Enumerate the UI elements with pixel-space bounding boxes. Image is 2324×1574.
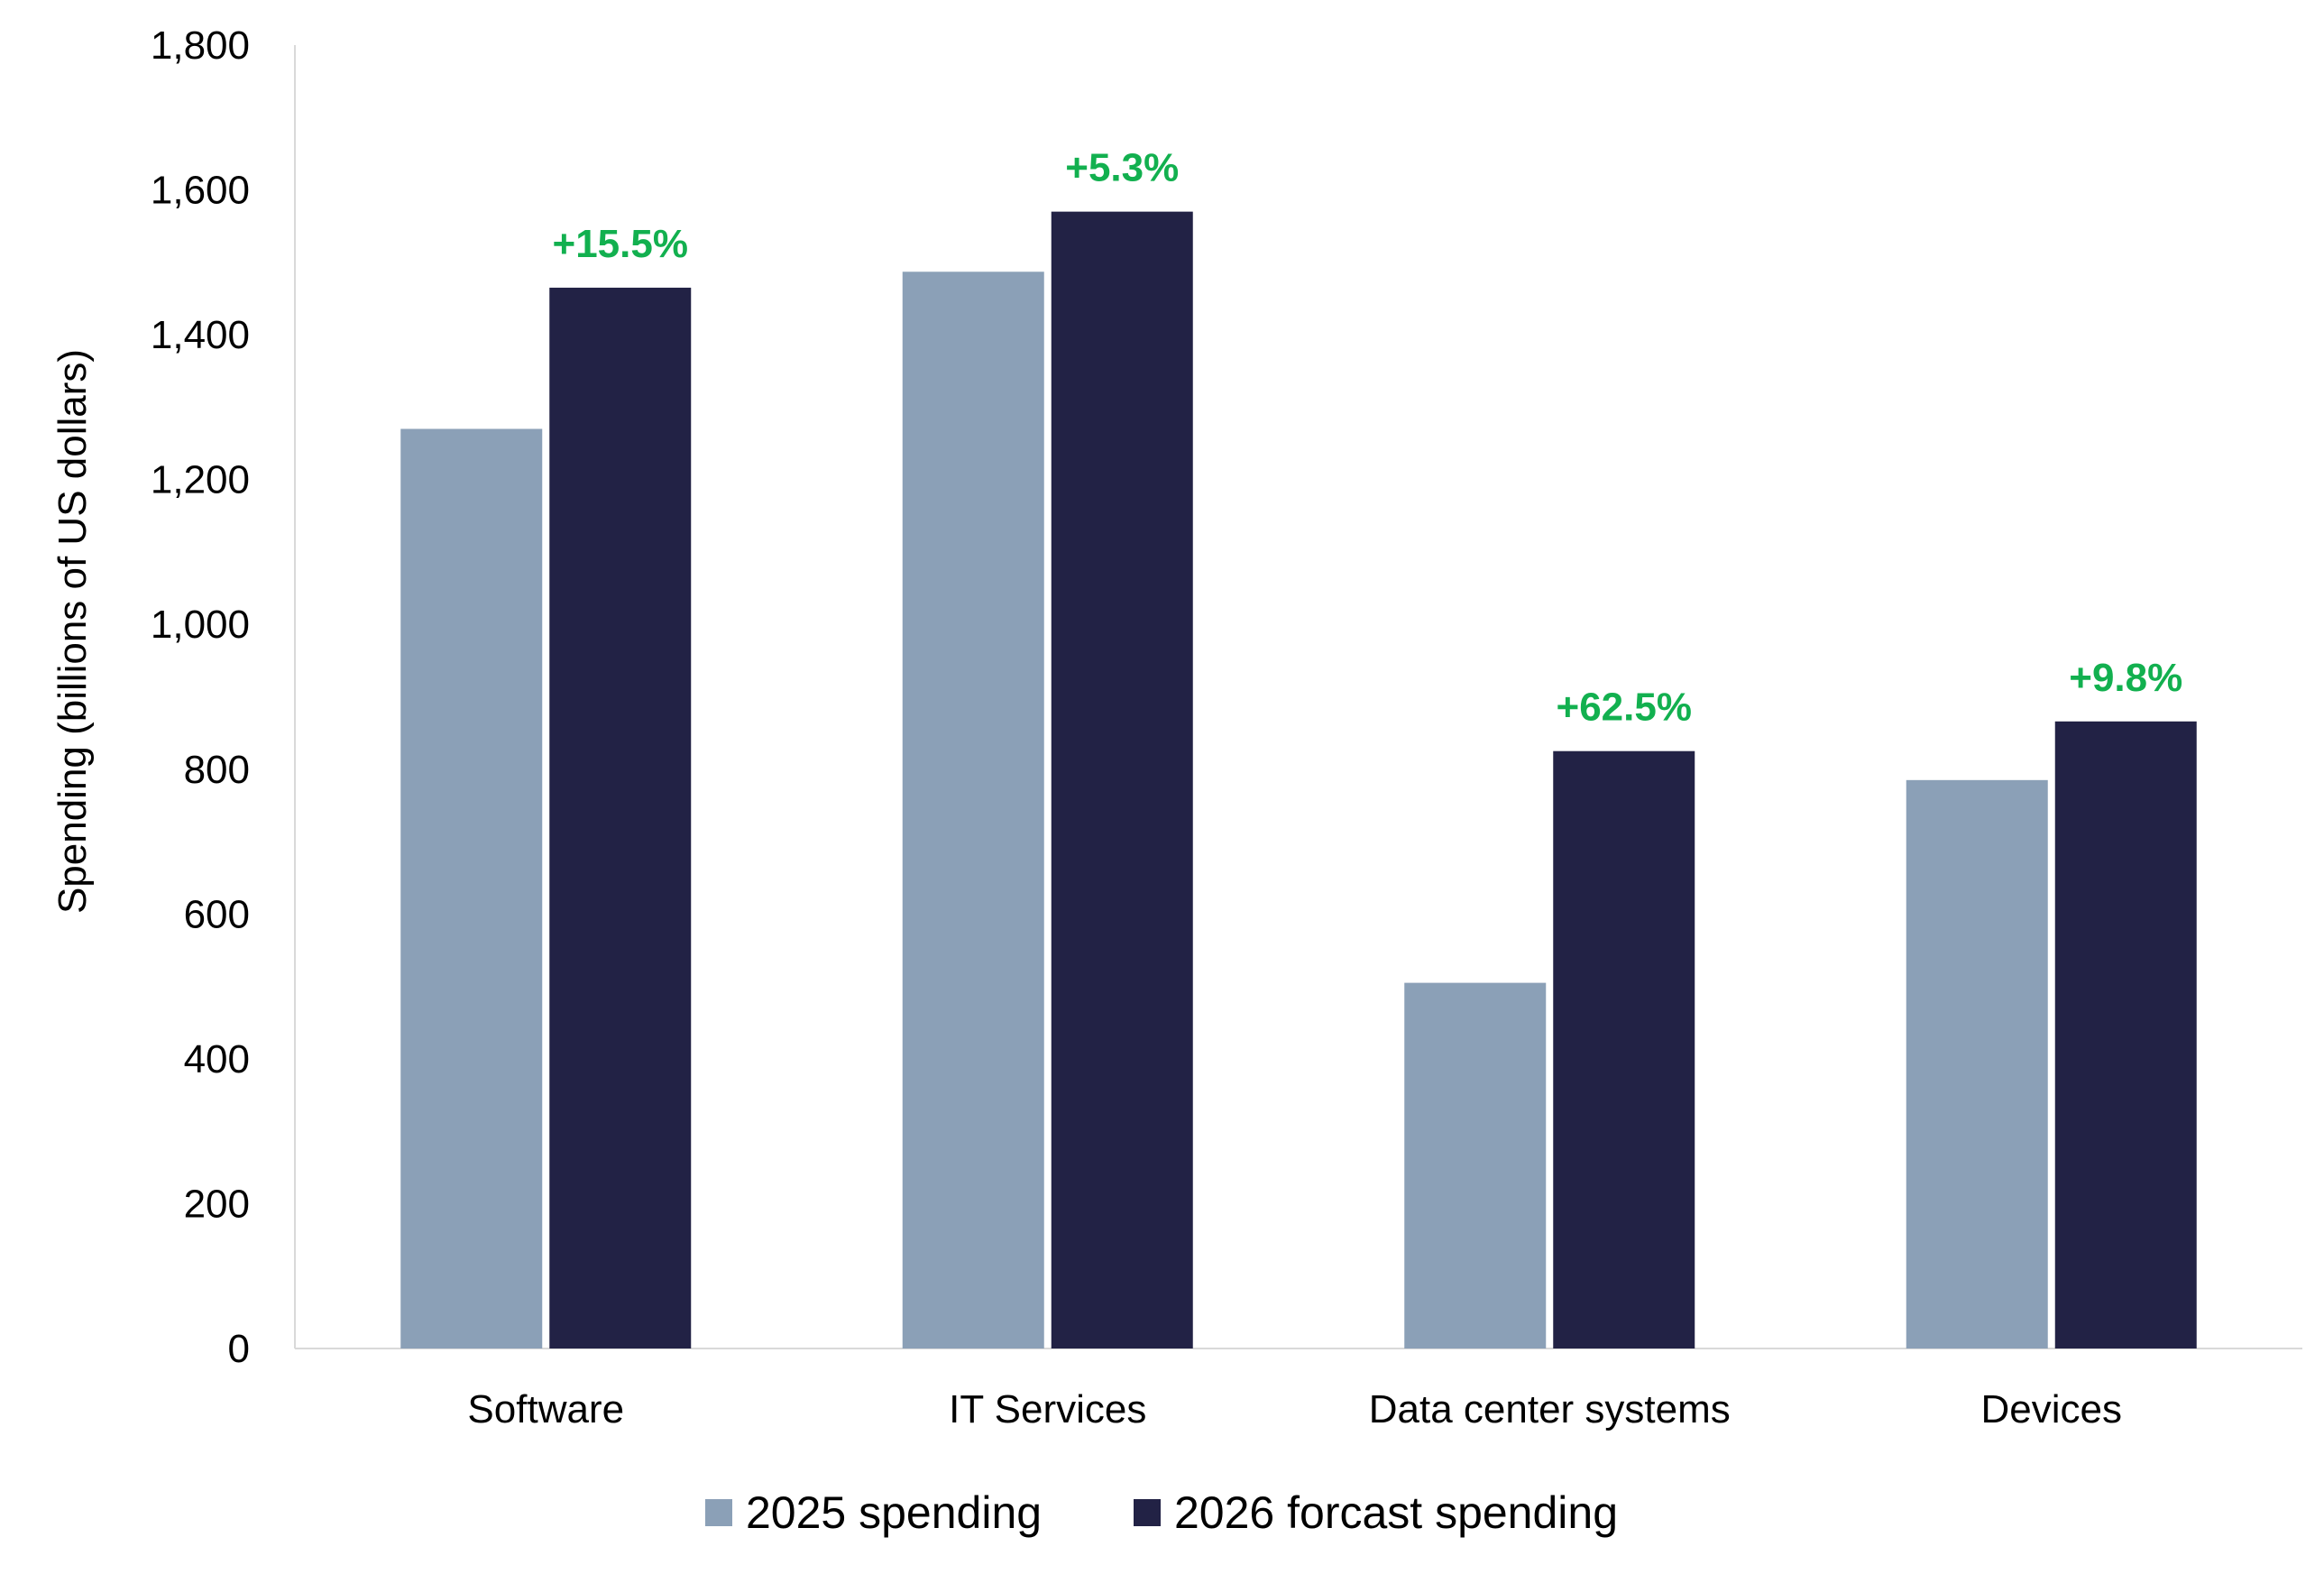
bar-2026-data-center-systems [1553,750,1695,1348]
legend-label: 2025 spending [746,1487,1042,1538]
bar-2025-devices [1906,779,2048,1348]
legend-swatch [1134,1499,1161,1526]
bar-2025-it-services [902,272,1044,1349]
legend: 2025 spending 2026 forcast spending [705,1487,1618,1538]
bar-2026-devices [2054,721,2197,1348]
growth-annotation: +15.5% [553,222,688,266]
bar-2025-data-center-systems [1404,982,1547,1348]
growth-annotation: +5.3% [1065,146,1179,190]
x-category-label: Software [467,1387,624,1431]
bar-2025-software [400,428,543,1348]
y-tick-label: 800 [184,748,250,792]
x-category-label: IT Services [949,1387,1146,1431]
x-category-label: Devices [1981,1387,2123,1431]
legend-label: 2026 forcast spending [1174,1487,1618,1538]
bars-layer [400,211,2197,1349]
labels-layer: +15.5% Software +5.3% IT Services +62.5% Data… [467,146,2182,1431]
growth-annotation: +9.8% [2069,656,2182,700]
y-tick-label: 1,000 [151,603,250,647]
legend-swatch [705,1499,732,1526]
y-tick-label: 200 [184,1182,250,1226]
bar-2026-software [549,287,692,1348]
y-tick-label: 1,600 [151,169,250,213]
y-axis-title: Spending (billions of US dollars) [51,349,95,914]
y-tick-label: 600 [184,892,250,936]
axes-layer: 0 200 400 600 800 1,000 1,200 1,400 1,600 1,800 [151,23,2302,1371]
x-category-label: Data center systems [1369,1387,1731,1431]
bar-2026-it-services [1051,211,1193,1348]
y-tick-label: 400 [184,1037,250,1082]
y-tick-label: 1,400 [151,313,250,357]
y-tick-label: 1,200 [151,458,250,502]
y-tick-label: 1,800 [151,23,250,68]
y-tick-label: 0 [228,1327,250,1371]
growth-annotation: +62.5% [1557,686,1692,730]
